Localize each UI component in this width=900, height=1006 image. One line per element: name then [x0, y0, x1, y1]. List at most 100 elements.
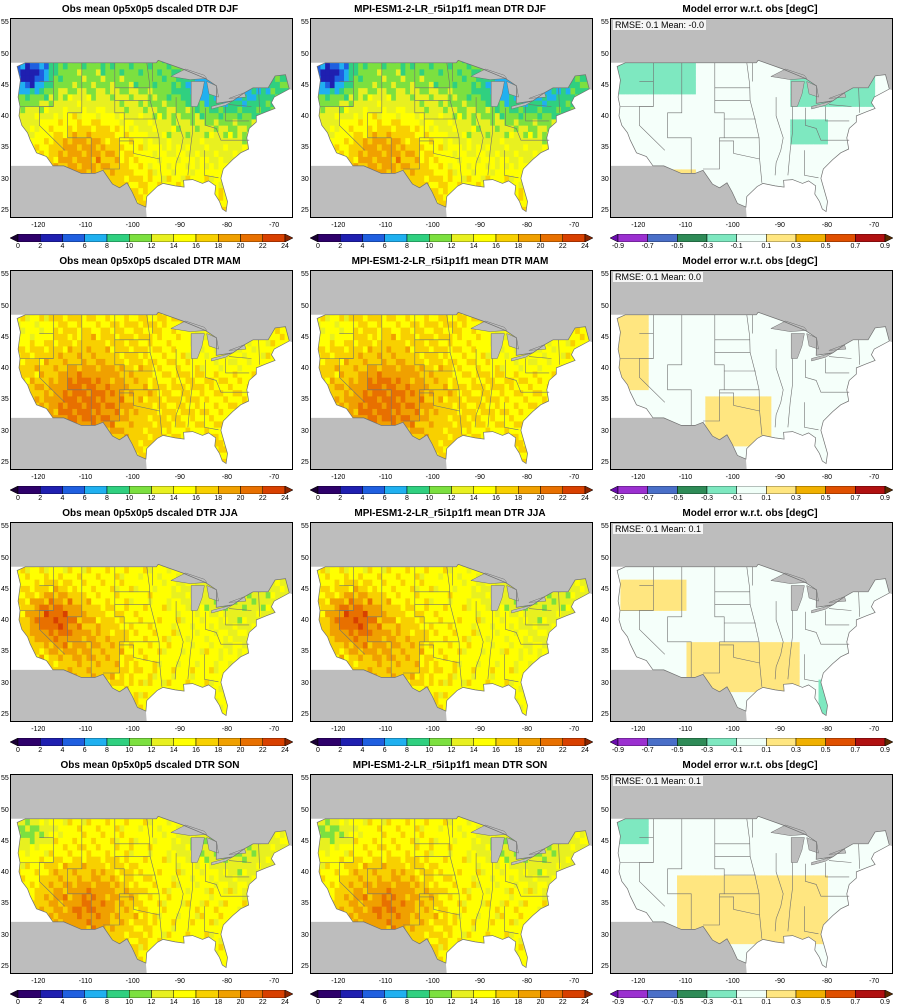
colorbar-tick-label: 6 — [383, 243, 387, 250]
colorbar-tick-label: 0.5 — [821, 747, 831, 754]
error-panel-son: Model error w.r.t. obs [degC]RMSE: 0.1 M… — [600, 756, 900, 1006]
colorbar-segment — [766, 486, 796, 494]
colorbar-segment — [85, 990, 107, 998]
colorbar-tick-label: 12 — [448, 999, 456, 1006]
colorbar-segment — [496, 234, 518, 242]
colorbar-segment — [518, 738, 540, 746]
colorbar-segment — [766, 990, 796, 998]
colorbar-segment — [407, 486, 429, 494]
colorbar-segment — [707, 486, 737, 494]
colorbar-segment — [241, 486, 263, 494]
colorbar-segment — [677, 990, 707, 998]
lon-tick-label: -90 — [475, 222, 485, 229]
lon-tick-label: -110 — [379, 978, 393, 985]
colorbar-segment — [496, 738, 518, 746]
lat-tick-label: 25 — [301, 207, 309, 214]
colorbar-segment — [618, 738, 648, 746]
lat-tick-label: 30 — [1, 428, 9, 435]
colorbar-segment — [385, 234, 407, 242]
colorbar-tick-label: 10 — [425, 999, 433, 1006]
lat-tick-label: 40 — [301, 365, 309, 372]
colorbar-tick-label: -0.5 — [671, 243, 683, 250]
colorbar-segment — [363, 738, 385, 746]
lon-tick-label: -110 — [379, 474, 393, 481]
colorbar-segment — [766, 234, 796, 242]
mean-label: Mean: 0.1 — [661, 776, 701, 786]
colorbar-low-arrow — [10, 486, 18, 494]
colorbar-segment — [263, 234, 285, 242]
colorbar-segment — [40, 738, 62, 746]
lon-tick-label: -90 — [775, 978, 785, 985]
map-frame: RMSE: 0.1 Mean: 0.1 — [610, 522, 893, 722]
colorbar-tick-label: 12 — [148, 999, 156, 1006]
lat-tick-label: 35 — [1, 144, 9, 151]
lat-tick-label: 55 — [301, 523, 309, 530]
colorbar-tick-label: 18 — [214, 747, 222, 754]
map-frame: RMSE: 0.1 Mean: -0.0 — [610, 18, 893, 218]
colorbar-tick-label: 2 — [338, 243, 342, 250]
colorbar-segment — [340, 738, 362, 746]
colorbar-tick-label: -0.3 — [701, 495, 713, 502]
colorbar-tick-label: 0.1 — [761, 243, 771, 250]
colorbar-high-arrow — [885, 234, 893, 242]
error-colorbar — [610, 234, 893, 242]
colorbar-tick-label: 16 — [192, 747, 200, 754]
colorbar-segment — [152, 234, 174, 242]
lat-tick-label: 55 — [601, 271, 609, 278]
colorbar-low-arrow — [610, 990, 618, 998]
colorbar-tick-label: 24 — [281, 495, 289, 502]
colorbar-segment — [363, 234, 385, 242]
lat-tick-label: 50 — [601, 555, 609, 562]
colorbar-tick-label: 22 — [259, 747, 267, 754]
lon-tick-label: -70 — [569, 222, 579, 229]
lat-tick-label: 25 — [301, 963, 309, 970]
colorbar-low-arrow — [610, 738, 618, 746]
lat-tick-label: 50 — [301, 555, 309, 562]
colorbar-tick-label: 24 — [581, 243, 589, 250]
lat-tick-label: 45 — [301, 82, 309, 89]
colorbar-segment — [429, 486, 451, 494]
colorbar-tick-label: 20 — [537, 747, 545, 754]
lat-tick-label: 40 — [601, 617, 609, 624]
colorbar-tick-label: 16 — [192, 495, 200, 502]
lon-tick-label: -80 — [522, 474, 532, 481]
map-err — [611, 523, 893, 722]
lat-tick-label: 55 — [601, 19, 609, 26]
colorbar-segment — [63, 738, 85, 746]
colorbar-segment — [63, 486, 85, 494]
colorbar-segment — [541, 990, 563, 998]
colorbar-segment — [85, 738, 107, 746]
dtr-colorbar — [310, 234, 593, 242]
lon-tick-label: -100 — [726, 978, 740, 985]
lat-tick-label: 50 — [301, 807, 309, 814]
colorbar-segment — [129, 486, 151, 494]
colorbar-high-arrow — [585, 738, 593, 746]
lat-tick-label: 35 — [601, 396, 609, 403]
map-dtr — [311, 19, 593, 218]
lon-tick-label: -120 — [631, 474, 645, 481]
map-err — [611, 775, 893, 974]
lon-tick-label: -100 — [426, 222, 440, 229]
lat-tick-label: 40 — [601, 113, 609, 120]
lat-tick-label: 30 — [301, 428, 309, 435]
colorbar-segment — [318, 486, 340, 494]
colorbar-segment — [407, 234, 429, 242]
colorbar-tick-label: 10 — [425, 747, 433, 754]
lon-tick-label: -80 — [822, 222, 832, 229]
lon-tick-label: -90 — [775, 222, 785, 229]
colorbar-segment — [241, 738, 263, 746]
colorbar-tick-label: 20 — [537, 243, 545, 250]
colorbar-tick-label: 4 — [61, 243, 65, 250]
lat-tick-label: 30 — [301, 176, 309, 183]
colorbar-tick-label: 12 — [148, 495, 156, 502]
lat-tick-label: 45 — [601, 334, 609, 341]
colorbar-tick-label: 8 — [105, 243, 109, 250]
colorbar-tick-label: 0.1 — [761, 747, 771, 754]
colorbar-high-arrow — [285, 990, 293, 998]
colorbar-segment — [563, 234, 585, 242]
colorbar-tick-label: 4 — [361, 747, 365, 754]
lat-tick-label: 30 — [601, 176, 609, 183]
lat-tick-label: 50 — [601, 807, 609, 814]
